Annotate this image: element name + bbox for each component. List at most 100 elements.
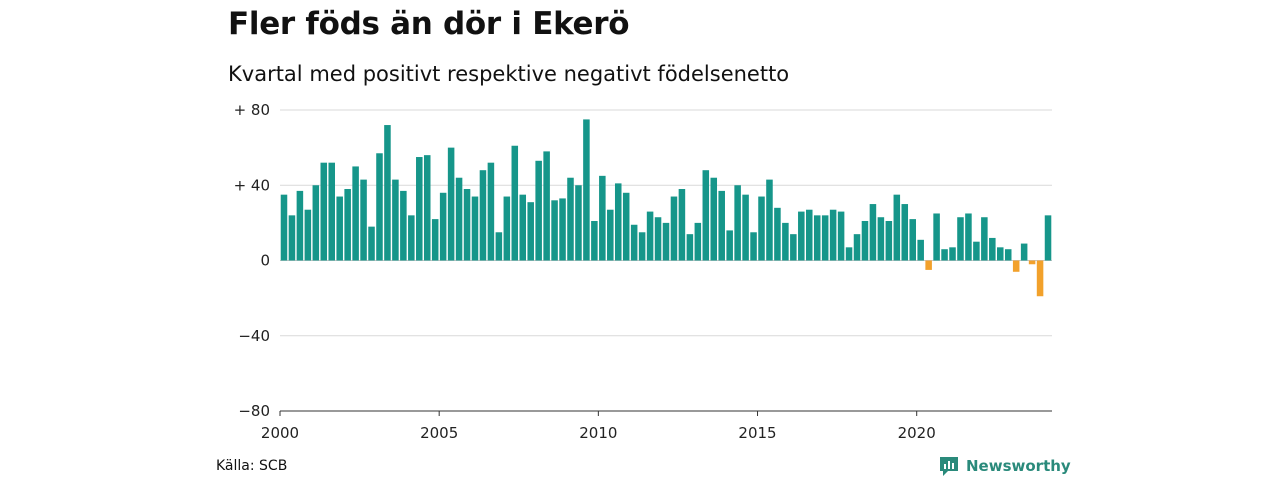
y-tick-label: 0 [260, 252, 270, 270]
bar [551, 200, 558, 261]
bar [416, 157, 423, 261]
bar [893, 194, 901, 261]
bar [527, 202, 534, 261]
bar [973, 241, 980, 261]
bar [599, 175, 606, 261]
chart-title: Fler föds än dör i Ekerö [228, 6, 630, 42]
bar [392, 179, 399, 261]
bar [336, 196, 343, 261]
bar [933, 213, 940, 261]
bar [957, 217, 964, 261]
bar [853, 234, 861, 261]
x-tick-label: 2005 [420, 424, 458, 442]
bar [829, 209, 837, 261]
brand-logo: Newsworthy [938, 455, 1071, 477]
bar [622, 192, 630, 261]
bar [471, 196, 479, 261]
bar [288, 215, 296, 261]
bar [368, 226, 375, 261]
x-tick-label: 2015 [738, 424, 776, 442]
bar [1036, 260, 1044, 297]
bar [575, 185, 582, 261]
bar [352, 166, 359, 261]
bar [734, 185, 741, 261]
bar [837, 211, 845, 261]
bar [885, 220, 893, 261]
bar [654, 217, 662, 261]
brand-name: Newsworthy [966, 457, 1071, 475]
bar [901, 204, 909, 261]
bar [925, 260, 932, 270]
y-tick-label: + 40 [234, 176, 270, 194]
bar [790, 234, 797, 261]
bar [989, 237, 996, 261]
bar [718, 190, 725, 261]
bar [877, 217, 885, 261]
chart-subtitle: Kvartal med positivt respektive negativt… [228, 62, 790, 86]
bar [1020, 243, 1028, 261]
x-tick-label: 2000 [261, 424, 299, 442]
bar [519, 194, 527, 261]
bar [304, 209, 312, 261]
bar [941, 249, 948, 261]
bar [487, 162, 495, 261]
bar [535, 160, 542, 261]
y-tick-label: −80 [238, 402, 270, 420]
bar [750, 232, 757, 261]
bar [296, 190, 304, 261]
bar [495, 232, 503, 261]
bar [694, 222, 702, 261]
bar [646, 211, 654, 261]
bar [670, 196, 678, 261]
bar [1044, 215, 1052, 261]
bar [805, 209, 813, 261]
y-tick-label: −40 [238, 327, 270, 345]
bar [511, 145, 519, 261]
source-label: Källa: SCB [216, 458, 288, 474]
bar [400, 190, 407, 261]
bar [742, 194, 749, 261]
bar [280, 194, 288, 261]
bar [376, 153, 383, 261]
bar [543, 151, 550, 261]
bar [567, 177, 574, 261]
bar [591, 220, 598, 261]
bar [479, 170, 487, 261]
bar [463, 189, 471, 261]
bar [344, 189, 351, 261]
bar [1028, 260, 1036, 265]
bar [614, 183, 622, 261]
bar [821, 215, 829, 261]
bar [447, 147, 455, 261]
bar [431, 219, 439, 261]
bar [917, 239, 924, 261]
bar [702, 170, 710, 261]
bar [384, 125, 391, 261]
bar [997, 247, 1004, 261]
bar [630, 224, 638, 261]
bar [662, 222, 670, 261]
bar [423, 155, 431, 261]
bar [559, 198, 566, 261]
bar [678, 189, 686, 261]
x-tick-label: 2010 [579, 424, 617, 442]
bar [845, 247, 853, 261]
bar [439, 192, 447, 261]
bar [909, 219, 916, 261]
y-tick-label: + 80 [234, 101, 270, 119]
bar [328, 162, 335, 261]
bar [798, 211, 805, 261]
newsworthy-logo-icon [940, 457, 958, 476]
bar [360, 179, 367, 261]
bar [408, 215, 415, 261]
bar [710, 177, 718, 261]
bar [782, 222, 789, 261]
bar [607, 209, 614, 261]
bar [726, 230, 733, 261]
bar [503, 196, 511, 261]
bar [312, 185, 320, 261]
bar [861, 220, 869, 261]
bar [869, 204, 877, 261]
x-tick-label: 2020 [898, 424, 936, 442]
